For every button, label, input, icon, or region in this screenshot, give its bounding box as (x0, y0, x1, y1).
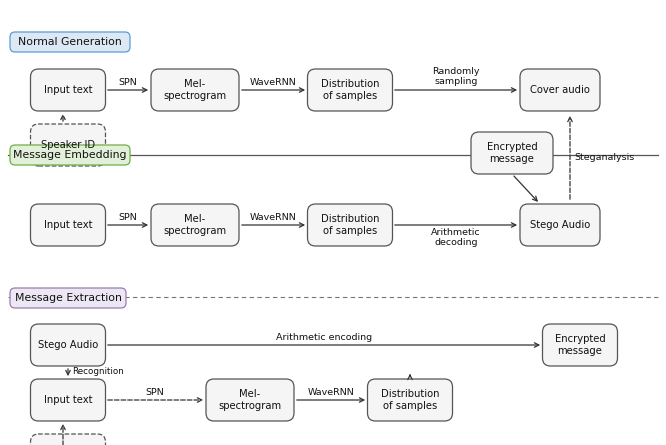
Text: Input text: Input text (44, 85, 93, 95)
FancyBboxPatch shape (543, 324, 617, 366)
FancyBboxPatch shape (31, 324, 105, 366)
Text: Steganalysis: Steganalysis (574, 154, 634, 162)
Text: Encrypted
message: Encrypted message (555, 334, 605, 356)
Text: Mel-
spectrogram: Mel- spectrogram (163, 79, 226, 101)
Text: Mel-
spectrogram: Mel- spectrogram (163, 214, 226, 236)
FancyBboxPatch shape (31, 204, 105, 246)
Text: WaveRNN: WaveRNN (250, 78, 296, 87)
Text: Arithmetic
decoding: Arithmetic decoding (431, 228, 481, 247)
Text: Distribution
of samples: Distribution of samples (321, 214, 379, 236)
Text: SPN: SPN (119, 78, 137, 87)
Text: Mel-
spectrogram: Mel- spectrogram (218, 389, 282, 411)
FancyBboxPatch shape (520, 69, 600, 111)
FancyBboxPatch shape (31, 434, 105, 445)
Text: WaveRNN: WaveRNN (308, 388, 354, 397)
Text: Message Extraction: Message Extraction (15, 293, 121, 303)
FancyBboxPatch shape (308, 204, 392, 246)
Text: Normal Generation: Normal Generation (18, 37, 122, 47)
Text: Arithmetic encoding: Arithmetic encoding (276, 333, 372, 342)
Text: Distribution
of samples: Distribution of samples (381, 389, 440, 411)
FancyBboxPatch shape (520, 204, 600, 246)
FancyBboxPatch shape (10, 145, 130, 165)
Text: Distribution
of samples: Distribution of samples (321, 79, 379, 101)
FancyBboxPatch shape (31, 69, 105, 111)
Text: Cover audio: Cover audio (530, 85, 590, 95)
Text: SPN: SPN (146, 388, 165, 397)
FancyBboxPatch shape (471, 132, 553, 174)
FancyBboxPatch shape (151, 69, 239, 111)
Text: Message Embedding: Message Embedding (13, 150, 127, 160)
FancyBboxPatch shape (206, 379, 294, 421)
Text: Encrypted
message: Encrypted message (487, 142, 537, 164)
Text: Input text: Input text (44, 395, 93, 405)
FancyBboxPatch shape (31, 124, 105, 166)
Text: Randomly
sampling: Randomly sampling (432, 67, 480, 86)
FancyBboxPatch shape (308, 69, 392, 111)
Text: Stego Audio: Stego Audio (530, 220, 590, 230)
FancyBboxPatch shape (368, 379, 452, 421)
Text: SPN: SPN (119, 213, 137, 222)
FancyBboxPatch shape (10, 288, 126, 308)
Text: Recognition: Recognition (72, 367, 124, 376)
Text: Stego Audio: Stego Audio (38, 340, 98, 350)
Text: Speaker ID: Speaker ID (41, 140, 95, 150)
FancyBboxPatch shape (151, 204, 239, 246)
FancyBboxPatch shape (10, 32, 130, 52)
Text: Input text: Input text (44, 220, 93, 230)
Text: WaveRNN: WaveRNN (250, 213, 296, 222)
FancyBboxPatch shape (31, 379, 105, 421)
